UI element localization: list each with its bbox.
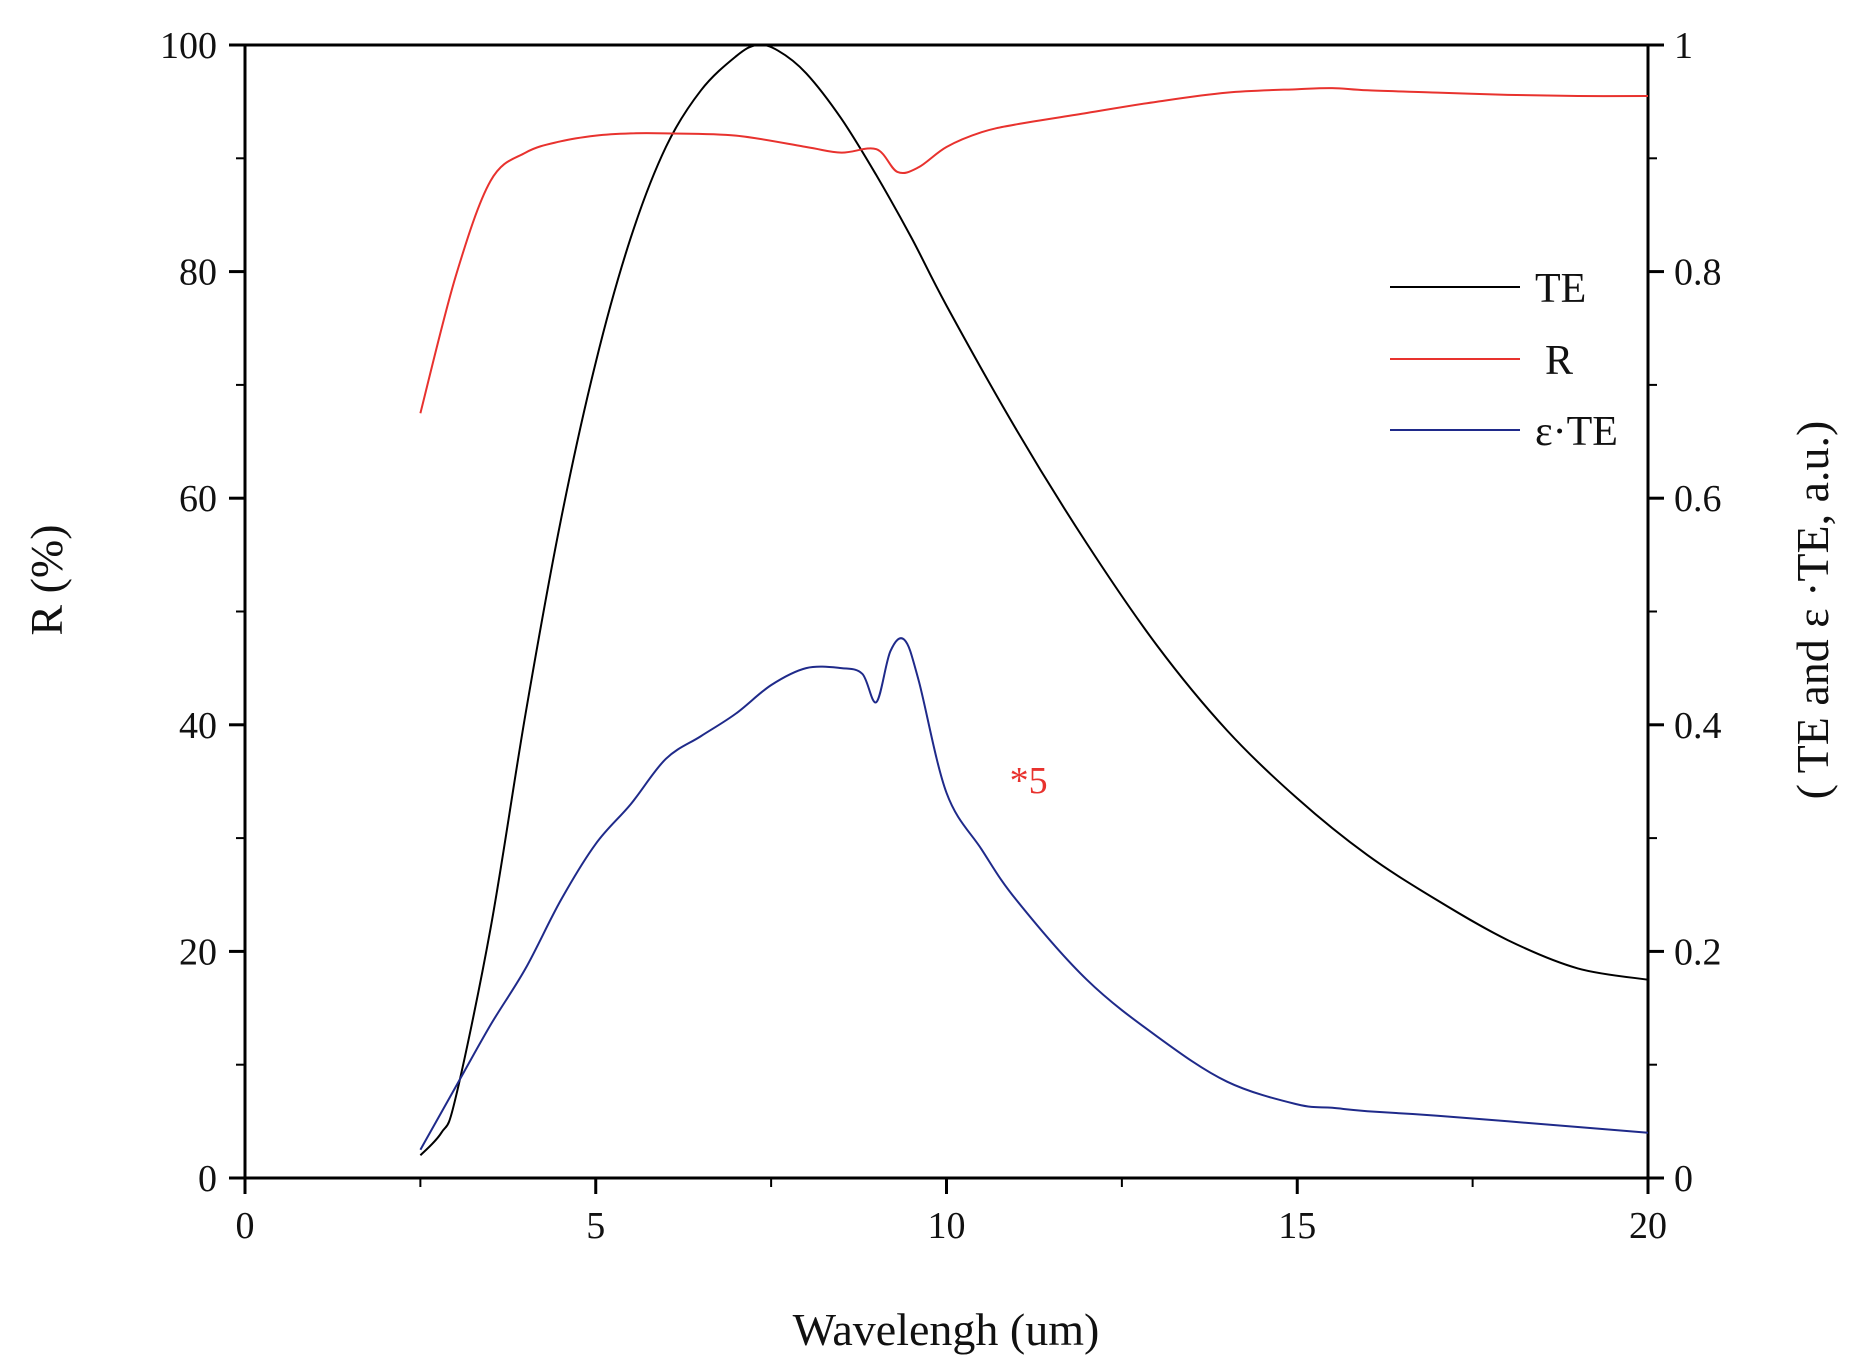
y-right-tick-label: 0.6 <box>1674 478 1722 520</box>
y-axis-right-title: ( TE and ε ·TE, a.u.) <box>1787 421 1838 800</box>
scale-annotation: *5 <box>1010 760 1048 802</box>
x-tick-label: 5 <box>586 1205 605 1247</box>
y-axis-left-title: R (%) <box>21 524 72 635</box>
y-right-tick-label: 0.4 <box>1674 705 1722 747</box>
plot-frame <box>243 43 1650 1180</box>
series-layer <box>419 43 1649 1157</box>
x-tick-label: 0 <box>236 1205 255 1247</box>
y-left-tick-label: 100 <box>160 25 217 67</box>
x-tick-label: 10 <box>928 1205 966 1247</box>
y-left-tick-label: 60 <box>179 478 217 520</box>
y-right-tick-label: 0 <box>1674 1158 1693 1200</box>
x-tick-label: 20 <box>1629 1205 1667 1247</box>
y-right-tick-label: 0.2 <box>1674 931 1722 973</box>
y-left-tick-label: 40 <box>179 705 217 747</box>
y-left-tick-label: 0 <box>198 1158 217 1200</box>
y-left-tick-label: 80 <box>179 252 217 294</box>
series-r-line <box>419 87 1649 414</box>
legend-label-te: TE <box>1535 266 1586 312</box>
series-eps-te-line <box>419 637 1649 1151</box>
x-tick-label: 15 <box>1278 1205 1316 1247</box>
x-axis-title: Wavelengh (um) <box>793 1304 1100 1355</box>
y-right-tick-label: 1 <box>1674 25 1693 67</box>
y-left-tick-label: 20 <box>179 931 217 973</box>
y-right-tick-label: 0.8 <box>1674 252 1722 294</box>
legend: TE R ε·TE <box>1390 266 1618 455</box>
legend-label-eps-te: ε·TE <box>1535 409 1618 455</box>
series-te-line <box>419 43 1649 1157</box>
legend-label-r: R <box>1545 338 1573 384</box>
